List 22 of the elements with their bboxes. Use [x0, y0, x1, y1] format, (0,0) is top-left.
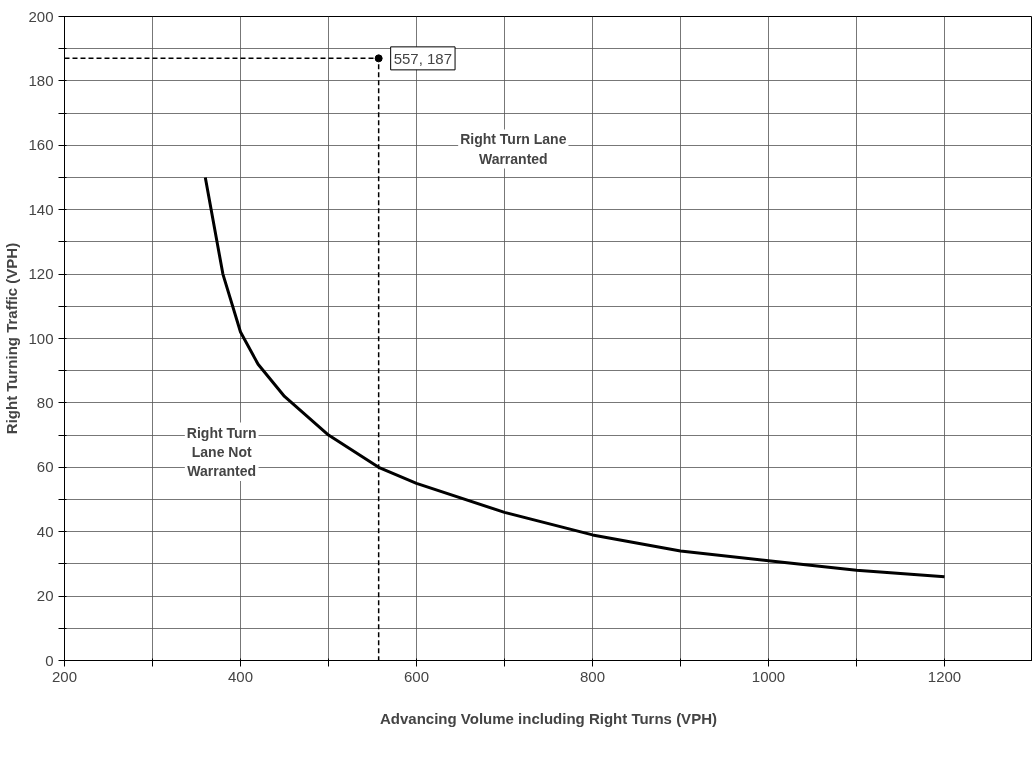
x-tick-label: 1200	[927, 667, 962, 685]
y-tick-label: 20	[36, 587, 54, 605]
y-tick-label: 120	[28, 265, 54, 283]
y-tick-label: 160	[28, 136, 54, 154]
annotation: Right Turn Lane Not Warranted	[186, 424, 257, 479]
y-tick-label: 100	[28, 329, 54, 347]
y-tick-label: 40	[36, 522, 54, 540]
x-axis-title: Advancing Volume including Right Turns (VPH)	[380, 709, 717, 727]
annotation: 557, 187	[393, 49, 453, 67]
x-tick-label: 800	[579, 667, 606, 685]
y-tick-label: 0	[45, 651, 54, 669]
y-tick-label: 140	[28, 200, 54, 218]
y-tick-label: 200	[28, 7, 54, 25]
y-tick-label: 60	[36, 458, 54, 476]
annotation: Right Turn Lane Warranted	[460, 131, 567, 167]
x-tick-label: 1000	[751, 667, 786, 685]
x-tick-label: 400	[227, 667, 254, 685]
y-axis-title: Right Turning Traffic (VPH)	[3, 242, 21, 435]
x-tick-label: 200	[51, 667, 78, 685]
y-tick-label: 180	[28, 71, 54, 89]
y-tick-label: 80	[36, 393, 54, 411]
x-tick-label: 600	[403, 667, 430, 685]
